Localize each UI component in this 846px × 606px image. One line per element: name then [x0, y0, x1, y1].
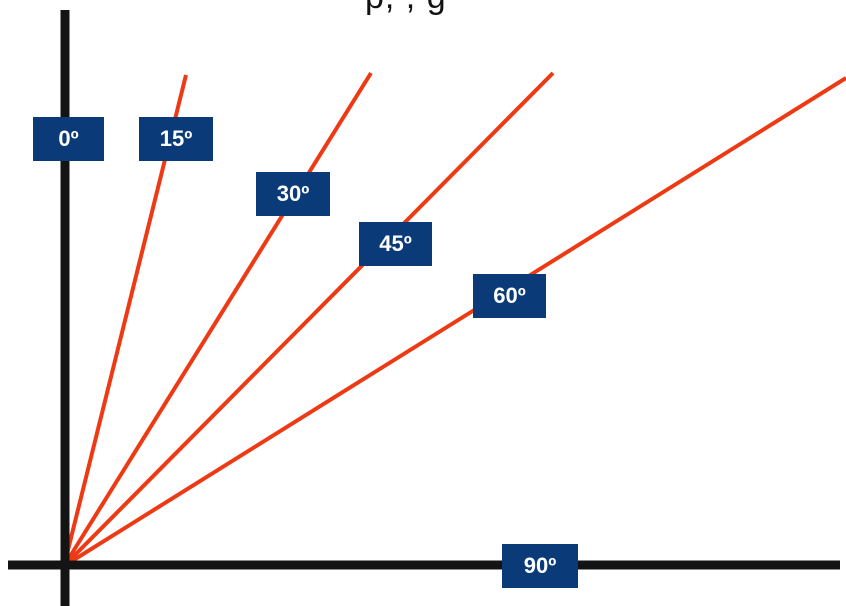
ray-45-degrees	[62, 71, 555, 568]
label-30-degrees: 30º	[256, 172, 330, 216]
label-0-degrees: 0º	[33, 117, 104, 161]
label-15-degrees: 15º	[139, 117, 213, 161]
ray-60-degrees	[62, 76, 846, 568]
label-60-degrees: 60º	[473, 274, 546, 318]
clipped-title-text: p, , g	[365, 0, 447, 17]
label-90-degrees: 90º	[502, 544, 578, 588]
ray-30-degrees	[62, 71, 373, 568]
label-45-degrees: 45º	[359, 222, 432, 266]
